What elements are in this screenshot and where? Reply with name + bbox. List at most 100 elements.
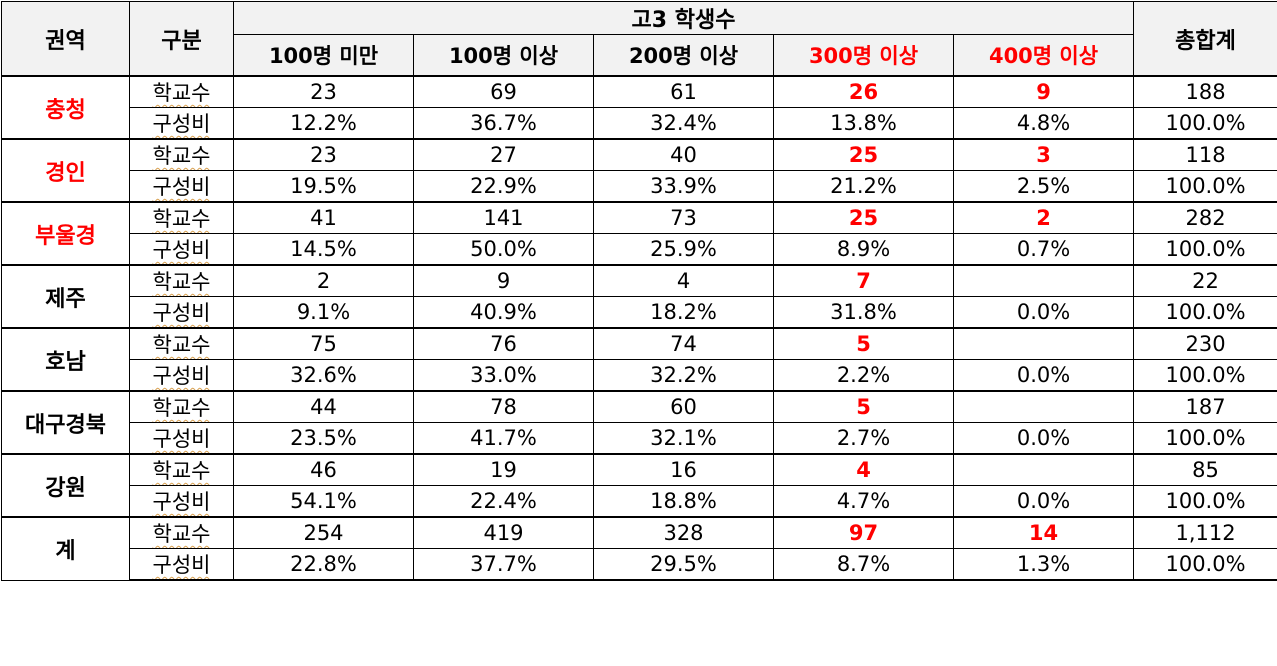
- count-cell: 7: [774, 265, 954, 297]
- ratio-cell: 33.9%: [594, 171, 774, 203]
- ratio-cell: 23.5%: [234, 423, 414, 455]
- header-col-2: 100명 이상: [414, 35, 594, 77]
- ratio-cell: 8.9%: [774, 234, 954, 266]
- count-cell: [954, 454, 1134, 486]
- count-cell: 2: [954, 202, 1134, 234]
- count-cell: 23: [234, 139, 414, 171]
- count-cell: 27: [414, 139, 594, 171]
- ratio-cell: 18.8%: [594, 486, 774, 518]
- count-cell: 141: [414, 202, 594, 234]
- region-name: 경인: [2, 139, 130, 202]
- ratio-cell: 31.8%: [774, 297, 954, 329]
- ratio-cell: 32.1%: [594, 423, 774, 455]
- count-cell: 41: [234, 202, 414, 234]
- ratio-cell: 32.2%: [594, 360, 774, 392]
- row-label-count: 학교수: [130, 265, 234, 297]
- ratio-cell: 25.9%: [594, 234, 774, 266]
- ratio-cell: 32.4%: [594, 108, 774, 140]
- ratio-cell: 1.3%: [954, 549, 1134, 581]
- ratio-cell: 4.7%: [774, 486, 954, 518]
- ratio-cell: 14.5%: [234, 234, 414, 266]
- ratio-cell: 22.4%: [414, 486, 594, 518]
- count-cell: 25: [774, 202, 954, 234]
- count-total-cell: 188: [1134, 76, 1277, 108]
- row-label-count: 학교수: [130, 76, 234, 108]
- count-cell: [954, 328, 1134, 360]
- header-total: 총합계: [1134, 2, 1277, 77]
- row-label-ratio: 구성비: [130, 486, 234, 518]
- row-label-count: 학교수: [130, 517, 234, 549]
- ratio-cell: 0.0%: [954, 486, 1134, 518]
- row-label-count: 학교수: [130, 391, 234, 423]
- region-name: 충청: [2, 76, 130, 139]
- count-cell: [954, 391, 1134, 423]
- ratio-cell: 50.0%: [414, 234, 594, 266]
- count-cell: 9: [954, 76, 1134, 108]
- row-label-count: 학교수: [130, 202, 234, 234]
- ratio-cell: 0.0%: [954, 297, 1134, 329]
- count-total-cell: 1,112: [1134, 517, 1277, 549]
- count-cell: 76: [414, 328, 594, 360]
- ratio-cell: 32.6%: [234, 360, 414, 392]
- count-cell: 44: [234, 391, 414, 423]
- ratio-cell: 22.8%: [234, 549, 414, 581]
- count-cell: 16: [594, 454, 774, 486]
- count-cell: 19: [414, 454, 594, 486]
- ratio-cell: 33.0%: [414, 360, 594, 392]
- count-cell: 2: [234, 265, 414, 297]
- count-cell: 4: [594, 265, 774, 297]
- school-count-table: 권역 구분 고3 학생수 총합계 100명 미만 100명 이상 200명 이상…: [1, 1, 1277, 581]
- ratio-cell: 9.1%: [234, 297, 414, 329]
- row-label-ratio: 구성비: [130, 297, 234, 329]
- row-label-ratio: 구성비: [130, 360, 234, 392]
- count-cell: 78: [414, 391, 594, 423]
- ratio-total-cell: 100.0%: [1134, 234, 1277, 266]
- ratio-cell: 21.2%: [774, 171, 954, 203]
- count-total-cell: 85: [1134, 454, 1277, 486]
- ratio-cell: 22.9%: [414, 171, 594, 203]
- count-cell: 73: [594, 202, 774, 234]
- row-label-ratio: 구성비: [130, 171, 234, 203]
- header-kind: 구분: [130, 2, 234, 77]
- ratio-cell: 8.7%: [774, 549, 954, 581]
- count-cell: 3: [954, 139, 1134, 171]
- ratio-cell: 36.7%: [414, 108, 594, 140]
- ratio-cell: 29.5%: [594, 549, 774, 581]
- count-cell: 419: [414, 517, 594, 549]
- header-region: 권역: [2, 2, 130, 77]
- count-cell: [954, 265, 1134, 297]
- header-col-5: 400명 이상: [954, 35, 1134, 77]
- count-cell: 9: [414, 265, 594, 297]
- ratio-total-cell: 100.0%: [1134, 108, 1277, 140]
- count-total-cell: 282: [1134, 202, 1277, 234]
- row-label-ratio: 구성비: [130, 549, 234, 581]
- count-cell: 60: [594, 391, 774, 423]
- count-total-cell: 118: [1134, 139, 1277, 171]
- ratio-cell: 41.7%: [414, 423, 594, 455]
- ratio-cell: 54.1%: [234, 486, 414, 518]
- ratio-cell: 2.2%: [774, 360, 954, 392]
- ratio-total-cell: 100.0%: [1134, 486, 1277, 518]
- region-name: 대구경북: [2, 391, 130, 454]
- count-total-cell: 22: [1134, 265, 1277, 297]
- ratio-cell: 18.2%: [594, 297, 774, 329]
- ratio-total-cell: 100.0%: [1134, 297, 1277, 329]
- row-label-ratio: 구성비: [130, 423, 234, 455]
- row-label-count: 학교수: [130, 139, 234, 171]
- ratio-total-cell: 100.0%: [1134, 360, 1277, 392]
- ratio-cell: 2.5%: [954, 171, 1134, 203]
- count-cell: 14: [954, 517, 1134, 549]
- header-student-group: 고3 학생수: [234, 2, 1134, 35]
- row-label-ratio: 구성비: [130, 234, 234, 266]
- count-cell: 40: [594, 139, 774, 171]
